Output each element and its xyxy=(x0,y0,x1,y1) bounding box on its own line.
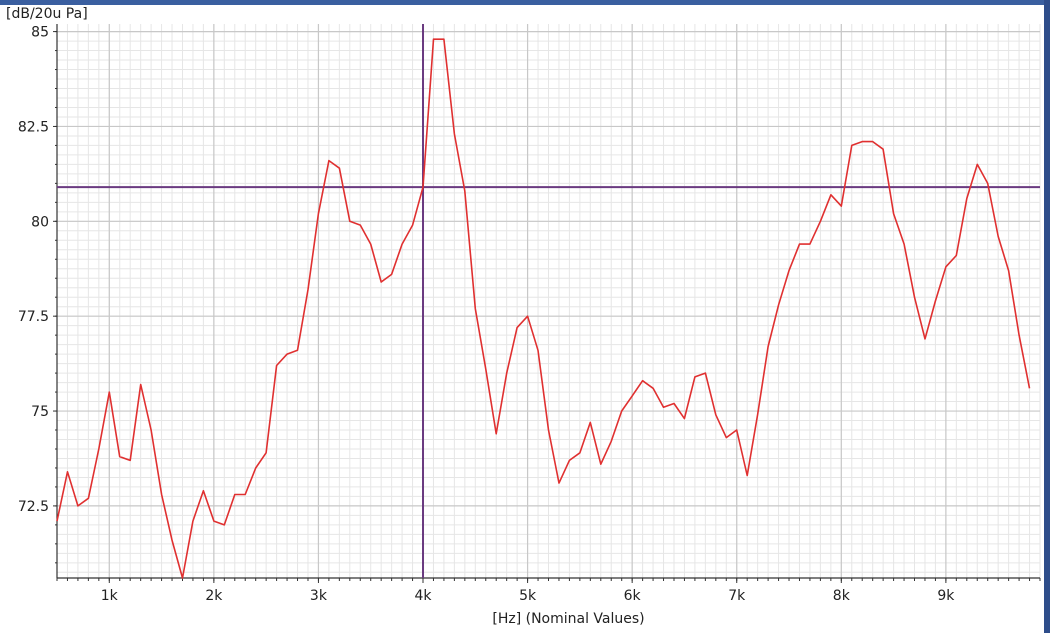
y-tick-label: 80 xyxy=(31,214,49,230)
x-tick-label: 3k xyxy=(310,588,328,604)
x-tick-label: 6k xyxy=(624,588,642,604)
x-tick-label: 9k xyxy=(937,588,955,604)
y-tick-label: 75 xyxy=(31,404,49,420)
series-line xyxy=(56,38,1031,579)
x-tick-label: 4k xyxy=(415,588,433,604)
x-tick-labels: 1k 2k 3k 4k 5k 6k 7k 8k 9k xyxy=(101,588,956,604)
x-axis-label: [Hz] (Nominal Values) xyxy=(492,611,644,627)
top-border xyxy=(0,0,1050,5)
series-group xyxy=(56,38,1031,579)
grid xyxy=(56,24,1041,578)
y-tick-labels: 72.5 75 77.5 80 82.5 85 xyxy=(18,25,49,515)
y-tick-label: 72.5 xyxy=(18,499,49,515)
y-axis-unit-label: [dB/20u Pa] xyxy=(6,6,88,22)
y-tick-label: 77.5 xyxy=(18,309,49,325)
y-tick-label: 82.5 xyxy=(18,119,49,135)
y-tick-label: 85 xyxy=(31,25,49,41)
x-tick-label: 5k xyxy=(519,588,537,604)
x-tick-label: 7k xyxy=(728,588,746,604)
cursor-crosshair[interactable] xyxy=(57,24,1040,578)
x-tick-label: 1k xyxy=(101,588,119,604)
right-border xyxy=(1044,0,1050,633)
axes xyxy=(53,24,1041,583)
x-tick-label: 8k xyxy=(833,588,851,604)
x-tick-label: 2k xyxy=(205,588,223,604)
